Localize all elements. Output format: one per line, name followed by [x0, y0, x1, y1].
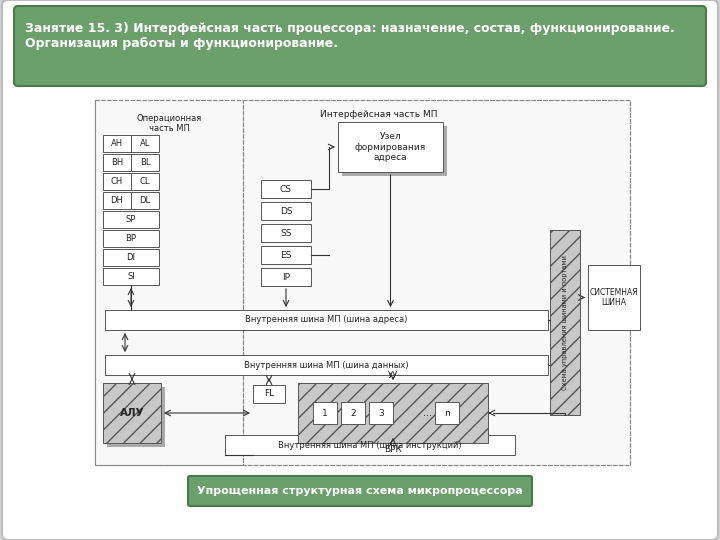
- Text: 2: 2: [350, 408, 356, 417]
- Bar: [103, 154, 131, 171]
- Bar: [338, 122, 443, 172]
- Bar: [95, 100, 243, 465]
- Text: AH: AH: [111, 139, 123, 148]
- Bar: [131, 192, 159, 209]
- Text: BL: BL: [140, 158, 150, 167]
- Bar: [261, 180, 311, 198]
- Text: DI: DI: [127, 253, 135, 262]
- Bar: [131, 173, 159, 190]
- Bar: [103, 268, 159, 285]
- Bar: [369, 402, 393, 424]
- Bar: [588, 265, 640, 330]
- Bar: [103, 211, 159, 228]
- Bar: [105, 355, 548, 375]
- Bar: [95, 100, 630, 465]
- Text: CL: CL: [140, 177, 150, 186]
- Text: IP: IP: [282, 273, 290, 281]
- Bar: [550, 230, 580, 415]
- Text: Внутренняя шина МП (шина данных): Внутренняя шина МП (шина данных): [244, 361, 409, 369]
- Text: СИСТЕМНАЯ
ШИНА: СИСТЕМНАЯ ШИНА: [590, 288, 639, 307]
- Bar: [103, 135, 131, 152]
- Text: SI: SI: [127, 272, 135, 281]
- Text: Внутренняя шина МП (шина адреса): Внутренняя шина МП (шина адреса): [246, 315, 408, 325]
- Text: BH: BH: [111, 158, 123, 167]
- Text: CH: CH: [111, 177, 123, 186]
- Text: Занятие 15. 3) Интерфейсная часть процессора: назначение, состав, функционирован: Занятие 15. 3) Интерфейсная часть процес…: [25, 22, 675, 50]
- Text: Внутренняя шина МП (шина инструкций): Внутренняя шина МП (шина инструкций): [278, 441, 462, 449]
- Text: УУ: УУ: [388, 370, 398, 380]
- Bar: [103, 230, 159, 247]
- Bar: [261, 202, 311, 220]
- Bar: [103, 249, 159, 266]
- Text: DH: DH: [111, 196, 123, 205]
- Bar: [131, 154, 159, 171]
- Text: 3: 3: [378, 408, 384, 417]
- Bar: [243, 100, 630, 465]
- Bar: [107, 387, 165, 447]
- Text: AL: AL: [140, 139, 150, 148]
- Text: n: n: [444, 408, 450, 417]
- Text: Упрощенная структурная схема микропроцессора: Упрощенная структурная схема микропроцес…: [197, 486, 523, 496]
- Text: Операционная
часть МП: Операционная часть МП: [136, 114, 202, 133]
- FancyBboxPatch shape: [188, 476, 532, 506]
- Bar: [342, 126, 447, 176]
- Text: Схема управления шинами и портами: Схема управления шинами и портами: [562, 255, 568, 390]
- Bar: [225, 435, 515, 455]
- FancyBboxPatch shape: [14, 6, 706, 86]
- Text: DL: DL: [140, 196, 150, 205]
- Bar: [313, 402, 337, 424]
- Text: ...: ...: [423, 408, 433, 418]
- Text: CS: CS: [280, 185, 292, 193]
- Text: 1: 1: [322, 408, 328, 417]
- Text: FL: FL: [264, 389, 274, 399]
- Text: SP: SP: [126, 215, 136, 224]
- Bar: [103, 383, 161, 443]
- Text: ES: ES: [280, 251, 292, 260]
- Text: БРК: БРК: [384, 446, 402, 455]
- Bar: [103, 192, 131, 209]
- Text: SS: SS: [280, 228, 292, 238]
- Bar: [253, 385, 285, 403]
- Bar: [103, 173, 131, 190]
- Bar: [261, 268, 311, 286]
- Text: DS: DS: [279, 206, 292, 215]
- Text: Интерфейсная часть МП: Интерфейсная часть МП: [320, 110, 437, 119]
- Text: BP: BP: [125, 234, 137, 243]
- Bar: [435, 402, 459, 424]
- Bar: [341, 402, 365, 424]
- Bar: [105, 310, 548, 330]
- Bar: [131, 135, 159, 152]
- Text: АЛУ: АЛУ: [120, 408, 144, 418]
- Bar: [261, 224, 311, 242]
- Bar: [261, 246, 311, 264]
- Text: Узел
формирования
адреса: Узел формирования адреса: [355, 132, 426, 162]
- Bar: [298, 383, 488, 443]
